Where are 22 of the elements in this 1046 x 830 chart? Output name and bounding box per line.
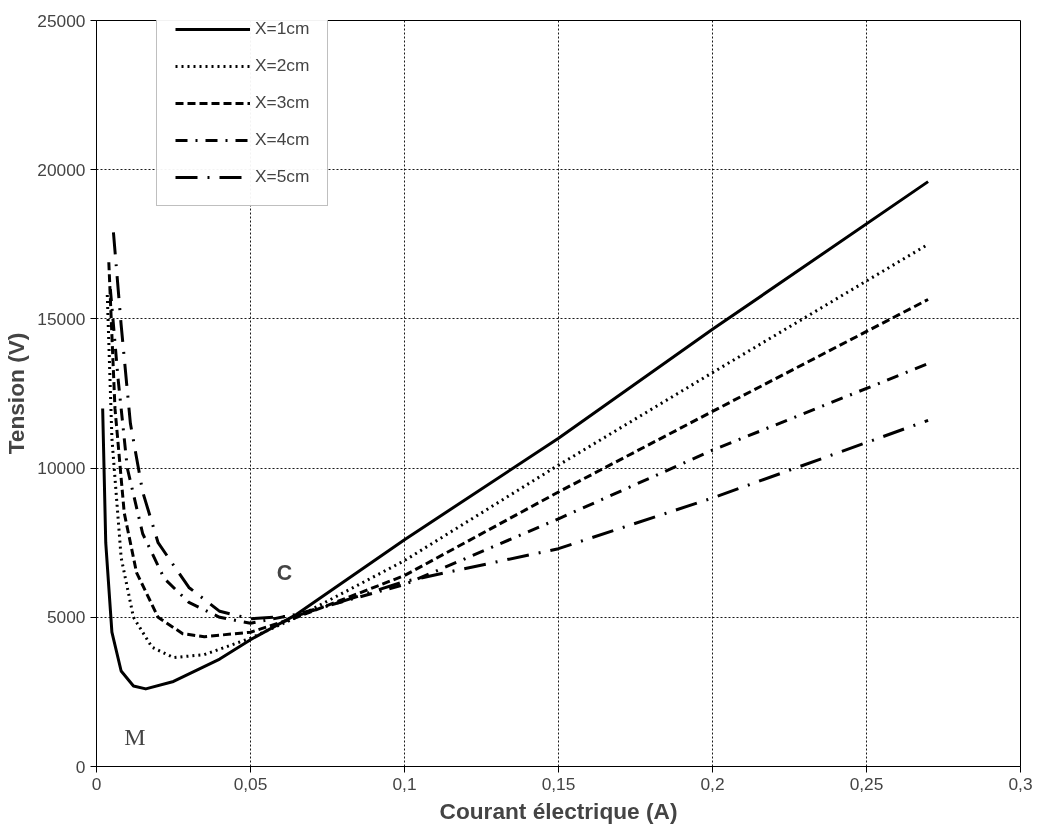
annotation: C	[276, 560, 293, 585]
legend-label: X=3cm	[255, 92, 310, 113]
x-tick-label: 0,3	[1008, 773, 1033, 794]
y-tick-label: 15000	[37, 308, 86, 329]
y-tick-label: 20000	[37, 159, 86, 180]
y-tick-label: 10000	[37, 458, 86, 479]
legend-label: X=1cm	[255, 19, 310, 39]
legend-label: X=2cm	[255, 55, 310, 76]
y-tick-label: 0	[75, 756, 86, 777]
y-axis-title: Tension (V)	[3, 332, 30, 455]
annotation: M	[124, 723, 146, 750]
x-tick-label: 0,15	[541, 773, 576, 794]
x-tick-label: 0,05	[233, 773, 268, 794]
x-tick-label: 0	[91, 773, 102, 794]
legend-label: X=4cm	[255, 129, 310, 150]
x-axis-title: Courant électrique (A)	[439, 797, 678, 824]
x-tick-label: 0,2	[700, 773, 725, 794]
y-tick-label: 5000	[46, 607, 86, 628]
y-tick-label: 25000	[37, 10, 86, 31]
legend-label: X=5cm	[255, 166, 310, 187]
x-tick-label: 0,25	[849, 773, 884, 794]
x-tick-label: 0,1	[392, 773, 417, 794]
